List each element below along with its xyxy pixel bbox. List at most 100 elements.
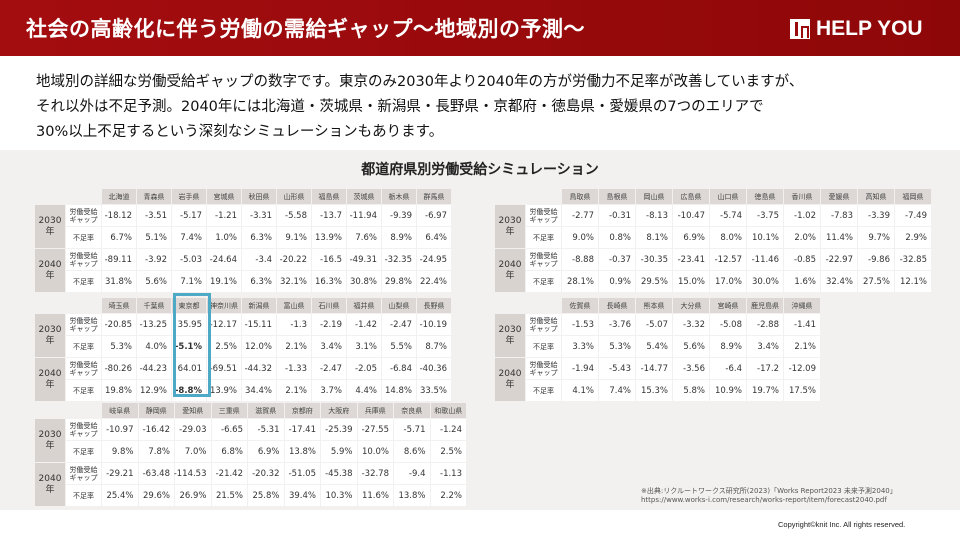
table-cell: 6.8% [211, 441, 247, 462]
table-cell: -10.97 [102, 419, 138, 440]
prefecture-table: 岐阜県 静岡県 愛知県 三重県 滋賀県 京都府 大阪府 兵庫県 奈良県 和歌山県 2030 年労働受… [35, 403, 466, 506]
table-cell: 30.8% [347, 271, 381, 292]
table-cell: -7.49 [895, 205, 931, 226]
table-cell: 35.95 [172, 314, 206, 335]
table-corner [35, 403, 65, 418]
year-label: 2040 年 [495, 249, 525, 292]
year-label: 2030 年 [495, 314, 525, 357]
row-label: 労働受給 ギャップ [66, 419, 101, 440]
table-cell: -3.4 [242, 249, 276, 270]
table-cell: 6.3% [242, 227, 276, 248]
table-cell: 10.1% [747, 227, 783, 248]
table-cell: 8.6% [394, 441, 430, 462]
table-cell: -20.32 [248, 463, 284, 484]
table-cell: 8.7% [417, 336, 451, 357]
table-cell: 8.9% [382, 227, 416, 248]
source-url[interactable]: https://www.works-i.com/research/works-r… [641, 496, 887, 504]
table-cell: -3.51 [137, 205, 171, 226]
table-cell: -80.26 [102, 358, 136, 379]
prefecture-header: 島根県 [599, 189, 635, 204]
logo: HELP YOU [790, 17, 923, 41]
table-cell: 19.7% [747, 380, 783, 401]
table-cell: -3.56 [673, 358, 709, 379]
prefecture-header: 長崎県 [599, 298, 635, 313]
table-cell: 19.1% [207, 271, 241, 292]
prefecture-header: 徳島県 [747, 189, 783, 204]
table-cell: -23.41 [673, 249, 709, 270]
table-cell: 11.4% [821, 227, 857, 248]
table-cell: -6.97 [417, 205, 451, 226]
table-cell: -5.43 [599, 358, 635, 379]
prefecture-header: 広島県 [673, 189, 709, 204]
header-bar: 社会の高齢化に伴う労働の需給ギャップ〜地域別の予測〜 HELP YOU [0, 0, 960, 56]
prefecture-header: 和歌山県 [430, 403, 466, 418]
row-label: 労働受給 ギャップ [66, 249, 101, 270]
table-cell: 3.3% [562, 336, 598, 357]
table-cell: -12.57 [710, 249, 746, 270]
prefecture-header: 秋田県 [242, 189, 276, 204]
table-cell: -6.4 [710, 358, 746, 379]
table-cell: 7.4% [599, 380, 635, 401]
table-cell: -45.38 [321, 463, 357, 484]
table-cell: -13.25 [137, 314, 171, 335]
prefecture-header: 栃木県 [382, 189, 416, 204]
table-cell: -3.32 [673, 314, 709, 335]
prefecture-header: 石川県 [312, 298, 346, 313]
intro-line: それ以外は不足予測。2040年には北海道・茨城県・新潟県・長野県・京都府・徳島県… [36, 99, 764, 115]
table-cell: -5.03 [172, 249, 206, 270]
table-corner [495, 298, 525, 313]
year-label: 2030 年 [35, 314, 65, 357]
table-corner [66, 298, 101, 313]
table-cell: 5.4% [636, 336, 672, 357]
table-cell: -114.53 [174, 463, 211, 484]
table-cell: 2.5% [207, 336, 241, 357]
table-cell: 28.1% [562, 271, 598, 292]
table-cell: -3.92 [137, 249, 171, 270]
table-cell: 4.1% [562, 380, 598, 401]
table-cell: 6.9% [673, 227, 709, 248]
table-cell: 13.9% [312, 227, 346, 248]
table-cell: -13.7 [312, 205, 346, 226]
table-cell: 2.1% [277, 336, 311, 357]
table-corner [66, 403, 101, 418]
table-cell: 2.1% [784, 336, 820, 357]
table-cell: -30.35 [636, 249, 672, 270]
table-cell: -44.23 [137, 358, 171, 379]
table-cell: 16.3% [312, 271, 346, 292]
table-cell: -1.21 [207, 205, 241, 226]
table-cell: -69.51 [207, 358, 241, 379]
table-cell: 31.8% [102, 271, 136, 292]
table-cell: 0.8% [599, 227, 635, 248]
prefecture-header: 茨城県 [347, 189, 381, 204]
table-cell: -1.42 [347, 314, 381, 335]
table-cell: -15.11 [242, 314, 276, 335]
intro-text: 地域別の詳細な労働受給ギャップの数字です。東京のみ2030年より2040年の方が… [36, 70, 936, 145]
table-cell: 0.9% [599, 271, 635, 292]
table-cell: -11.94 [347, 205, 381, 226]
table-cell: -3.31 [242, 205, 276, 226]
table-cell: 15.3% [636, 380, 672, 401]
table-cell: 2.5% [430, 441, 466, 462]
table-cell: 34.4% [242, 380, 276, 401]
table-cell: 5.8% [673, 380, 709, 401]
table-cell: -29.21 [102, 463, 138, 484]
table-cell: 4.4% [347, 380, 381, 401]
year-label: 2040 年 [35, 358, 65, 401]
table-cell: 3.1% [347, 336, 381, 357]
table-corner [526, 298, 561, 313]
table-cell: -0.37 [599, 249, 635, 270]
prefecture-header: 大阪府 [321, 403, 357, 418]
table-cell: 9.8% [102, 441, 138, 462]
row-label: 労働受給 ギャップ [66, 205, 101, 226]
table-cell: 10.9% [710, 380, 746, 401]
table-cell: -63.48 [138, 463, 174, 484]
table-cell: -10.19 [417, 314, 451, 335]
prefecture-header: 大分県 [673, 298, 709, 313]
table-cell: -1.24 [430, 419, 466, 440]
year-label: 2040 年 [35, 463, 65, 506]
table-cell: -27.55 [357, 419, 393, 440]
prefecture-header: 兵庫県 [357, 403, 393, 418]
table-cell: -3.76 [599, 314, 635, 335]
table-cell: -1.94 [562, 358, 598, 379]
table-cell: 7.8% [138, 441, 174, 462]
